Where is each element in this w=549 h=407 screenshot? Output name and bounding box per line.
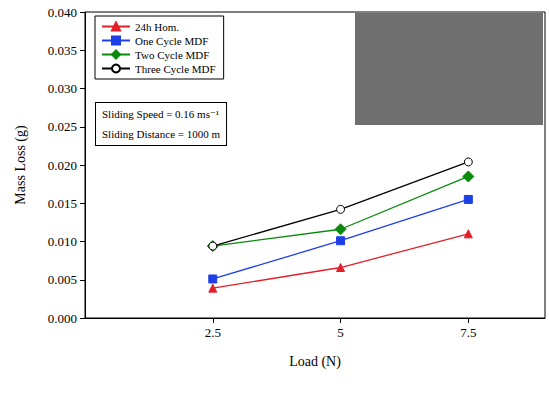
svg-text:0.005: 0.005 bbox=[48, 272, 77, 287]
svg-text:Sliding Distance = 1000 m: Sliding Distance = 1000 m bbox=[102, 128, 220, 140]
svg-text:Three Cycle MDF: Three Cycle MDF bbox=[135, 63, 216, 75]
svg-text:5: 5 bbox=[337, 325, 344, 340]
svg-text:Sliding Speed = 0.16 ms⁻¹: Sliding Speed = 0.16 ms⁻¹ bbox=[102, 108, 219, 120]
svg-text:Two Cycle MDF: Two Cycle MDF bbox=[135, 49, 209, 61]
svg-text:Load (N): Load (N) bbox=[289, 354, 341, 370]
svg-text:0.040: 0.040 bbox=[48, 5, 77, 20]
svg-text:0.015: 0.015 bbox=[48, 196, 77, 211]
svg-text:0.000: 0.000 bbox=[48, 311, 77, 326]
svg-text:Mass Loss (g): Mass Loss (g) bbox=[13, 125, 29, 205]
svg-text:One Cycle MDF: One Cycle MDF bbox=[135, 35, 208, 47]
svg-text:0.025: 0.025 bbox=[48, 119, 77, 134]
svg-text:24h Hom.: 24h Hom. bbox=[135, 21, 179, 33]
svg-text:7.5: 7.5 bbox=[460, 325, 476, 340]
svg-text:0.010: 0.010 bbox=[48, 234, 77, 249]
svg-text:0.020: 0.020 bbox=[48, 158, 77, 173]
svg-text:2.5: 2.5 bbox=[205, 325, 221, 340]
svg-text:0.035: 0.035 bbox=[48, 43, 77, 58]
svg-text:0.030: 0.030 bbox=[48, 81, 77, 96]
